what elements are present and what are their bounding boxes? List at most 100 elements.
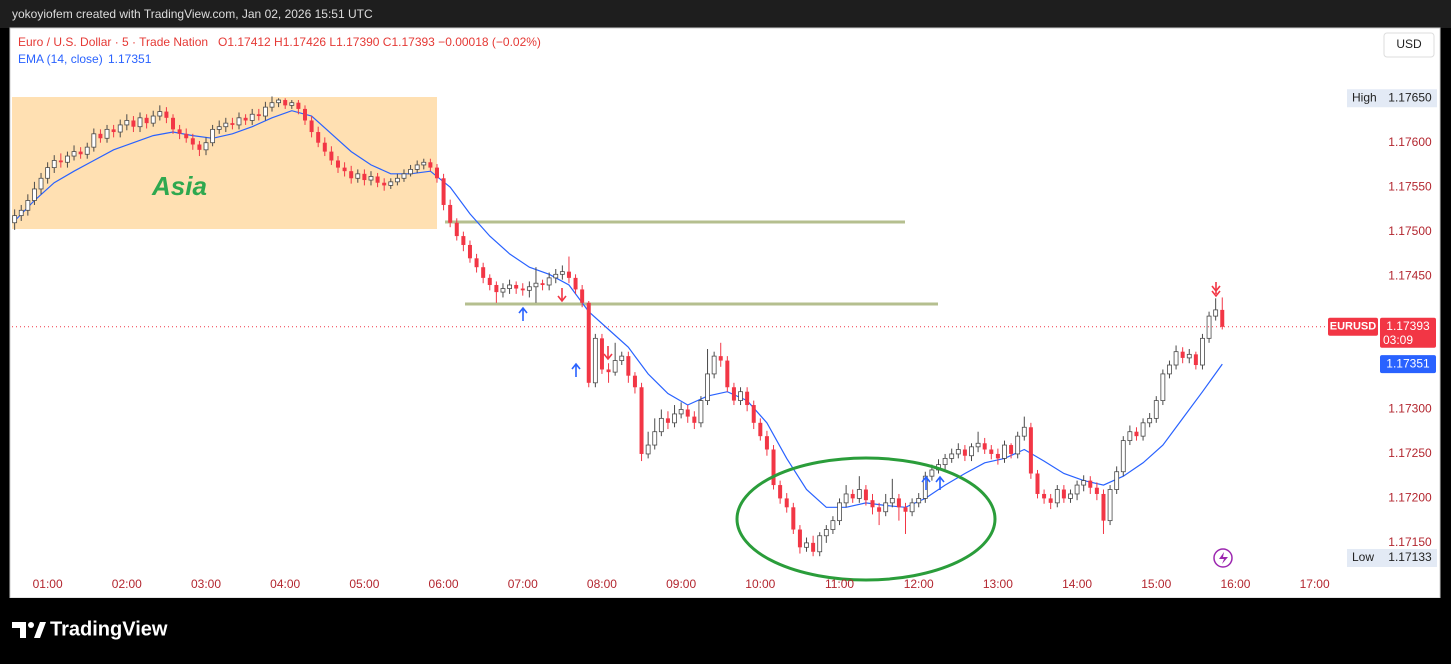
candle-body (382, 182, 387, 186)
candle-body (216, 126, 222, 130)
candle-body (612, 360, 618, 373)
candle-body (592, 337, 598, 384)
candle-body (342, 167, 347, 172)
y-tick-label: 1.17550 (1388, 179, 1432, 193)
candle-body (1061, 489, 1066, 499)
candle-body (982, 443, 987, 450)
candle-body (811, 542, 816, 552)
candle-body (65, 155, 70, 163)
candle-body (1068, 493, 1073, 499)
candle-body (302, 108, 307, 121)
x-tick-label: 13:00 (983, 577, 1013, 591)
candle-body (758, 422, 763, 437)
candle-body (738, 391, 743, 401)
x-tick-label: 08:00 (587, 577, 617, 591)
candle-body (329, 151, 334, 161)
candle-body (731, 387, 736, 401)
candle-body (797, 529, 802, 548)
candle-body (1186, 353, 1192, 359)
up-arrow (571, 362, 581, 377)
candle-body (685, 409, 690, 417)
x-tick-label: 05:00 (349, 577, 379, 591)
x-tick-label: 06:00 (429, 577, 459, 591)
candle-body (645, 444, 651, 455)
x-tick-label: 01:00 (33, 577, 63, 591)
candle-body (434, 167, 439, 179)
candle-body (84, 146, 90, 155)
candle-body (1153, 400, 1159, 419)
candle-body (1035, 473, 1040, 494)
down-arrow (557, 288, 567, 303)
candle-body (197, 144, 202, 150)
down-arrow (1211, 282, 1221, 298)
candle-body (942, 457, 948, 466)
candle-body (863, 489, 868, 501)
y-tick-label: 1.17600 (1388, 135, 1432, 149)
candle-body (283, 100, 288, 106)
event-icon[interactable] (1213, 548, 1233, 568)
candle-body (190, 138, 195, 145)
currency-button[interactable] (1383, 32, 1435, 58)
brand-logo (12, 622, 46, 638)
logo-mark (28, 622, 34, 628)
x-tick-label: 17:00 (1300, 577, 1330, 591)
candle-body (514, 284, 519, 289)
ohlc-legend: O1.17412 H1.17426 L1.17390 C1.17393 −0.0… (218, 35, 541, 49)
candle-body (764, 436, 769, 450)
candle-body (1114, 471, 1120, 490)
candle-body (1180, 351, 1185, 358)
ema-price-label-bg (1380, 355, 1436, 374)
candle-body (58, 160, 63, 163)
credit: yokoyiofem created with TradingView.com,… (12, 7, 373, 21)
candle-body (487, 277, 492, 285)
candle-body (362, 173, 367, 181)
logo-mark (34, 622, 46, 638)
candle-body (1021, 426, 1027, 437)
candle-body (448, 204, 453, 223)
candle-body (658, 417, 664, 433)
candle-body (916, 498, 922, 504)
candle-body (1140, 422, 1146, 437)
candle-body (45, 167, 51, 179)
candle-body (877, 507, 882, 512)
x-tick-label: 04:00 (270, 577, 300, 591)
signal-arrows (518, 282, 1221, 490)
candle-body (111, 129, 116, 133)
x-tick-label: 09:00 (666, 577, 696, 591)
candle-body (1074, 484, 1080, 495)
candle-body (870, 500, 875, 508)
event-icon-bolt (1219, 552, 1228, 564)
candle-body (137, 117, 143, 128)
candle-body (1107, 489, 1113, 522)
candle-body (171, 117, 176, 130)
candle-body (725, 360, 730, 388)
candle-body (144, 117, 149, 124)
footer-bar (0, 598, 1451, 659)
candle-body (1015, 435, 1021, 455)
candle-body (751, 405, 756, 423)
candle-body (856, 489, 862, 499)
candle-body (903, 507, 908, 512)
candle-body (335, 160, 340, 168)
candle-body (32, 188, 37, 201)
candle-body (256, 114, 261, 117)
candle-body (909, 502, 915, 513)
candle-body (500, 288, 506, 293)
candle-body (626, 356, 631, 376)
candle-body (586, 302, 591, 383)
candle-body (989, 449, 994, 454)
candle-body (1134, 431, 1139, 437)
candle-body (975, 442, 981, 448)
ema-legend: EMA (14, close) (18, 52, 103, 66)
candle-body (249, 113, 255, 121)
candle-body (322, 142, 327, 152)
x-tick-label: 14:00 (1062, 577, 1092, 591)
countdown-label: 03:09 (1383, 333, 1413, 347)
candle-body (619, 355, 625, 361)
candle-body (296, 102, 301, 109)
candle-body (117, 124, 123, 133)
candle-body (949, 453, 955, 459)
candle-body (698, 400, 704, 424)
